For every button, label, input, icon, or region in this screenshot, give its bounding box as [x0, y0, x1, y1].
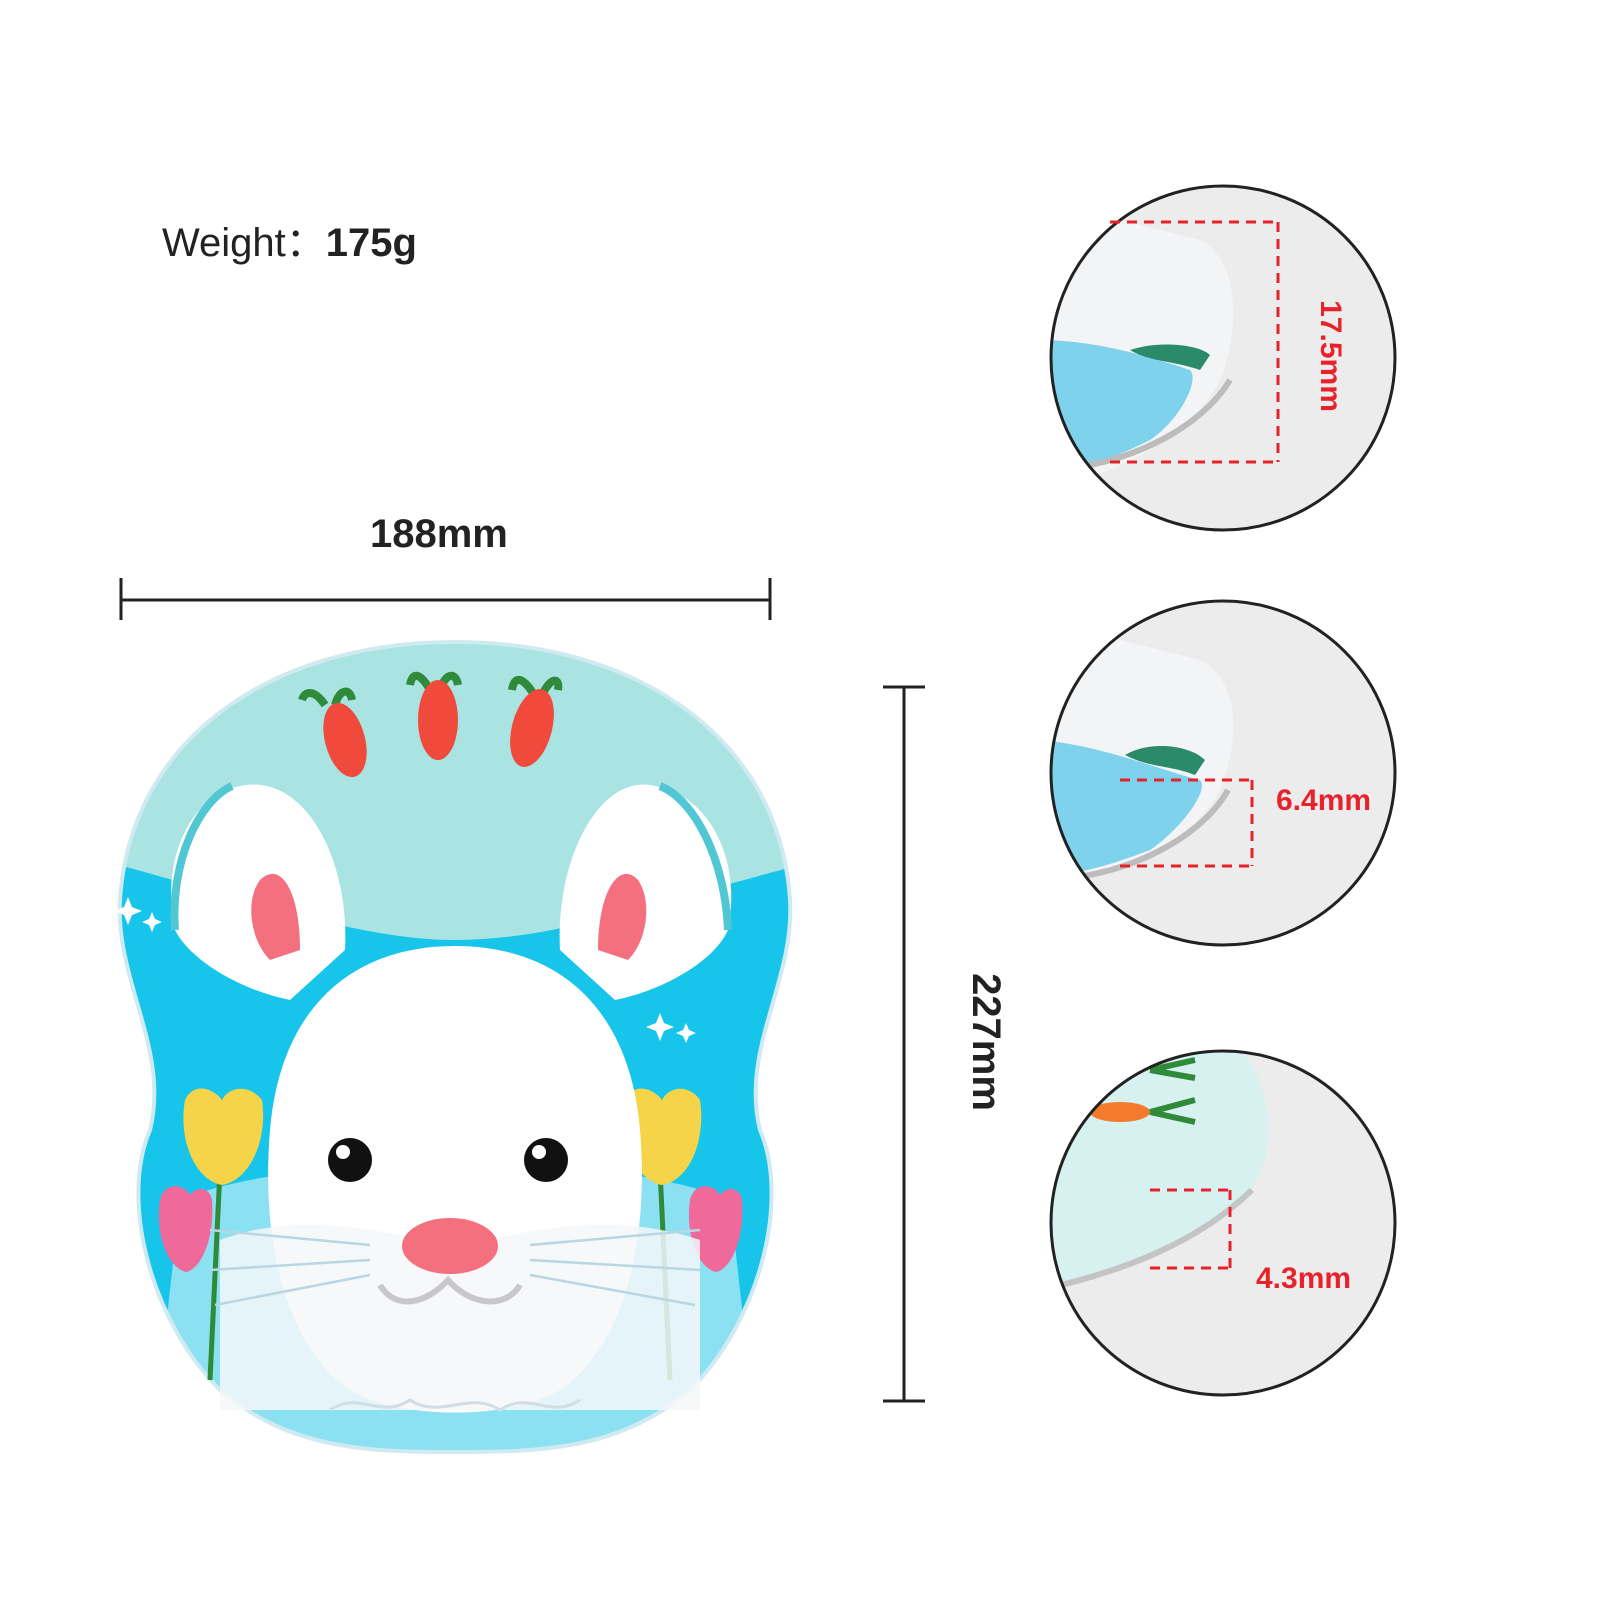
bunny-illustration — [158, 782, 743, 1413]
detail-view-1 — [1049, 184, 1397, 532]
weight-text: Weight：175g — [162, 210, 417, 268]
detail-view-3 — [1049, 1049, 1397, 1397]
weight-value: 175g — [325, 221, 417, 265]
carrot-icon — [1090, 1057, 1196, 1125]
sparkle-icon — [114, 897, 696, 1043]
tulip-icon — [158, 1088, 264, 1381]
detail-label-thickness-1: 17.5mm — [1314, 300, 1347, 412]
carrot-icon — [508, 675, 563, 767]
detail-label-thickness-3: 4.3mm — [1256, 1262, 1352, 1295]
detail-label-thickness-2: 6.4mm — [1276, 784, 1372, 817]
weight-label: Weight： — [162, 221, 326, 265]
width-dimension-label: 188mm — [370, 512, 508, 556]
width-dimension-line — [119, 578, 772, 620]
carrot-icon — [298, 687, 367, 778]
carrot-icon — [406, 671, 462, 760]
height-dimension-line — [883, 685, 925, 1403]
detail-view-2 — [1049, 599, 1397, 947]
mouse-pad-illustration — [114, 639, 793, 1455]
